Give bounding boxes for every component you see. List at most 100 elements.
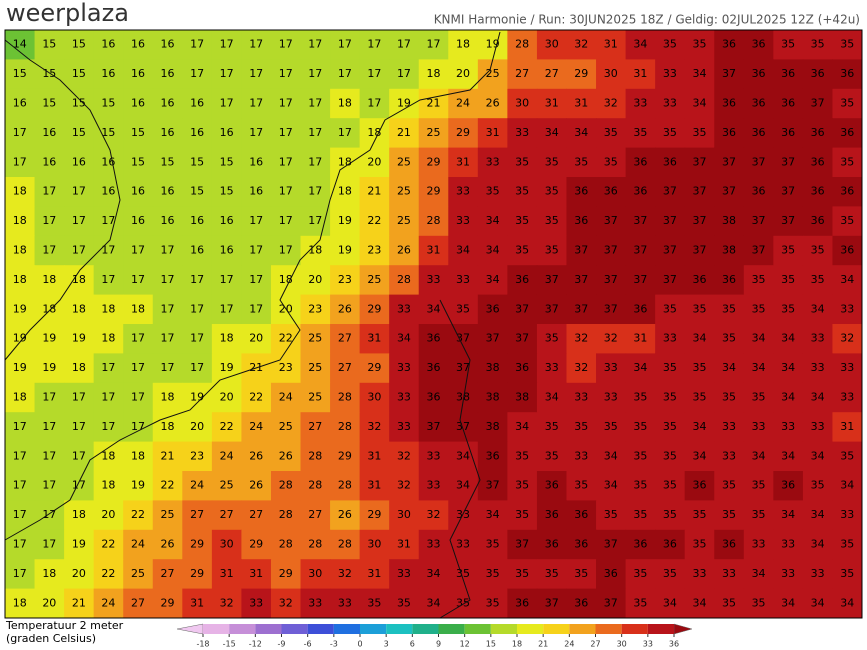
- temp-value: 19: [72, 332, 86, 345]
- temp-value: 34: [515, 420, 529, 433]
- temp-value: 32: [279, 596, 293, 609]
- temp-cell: [802, 559, 833, 590]
- temp-value: 17: [72, 185, 86, 198]
- temp-value: 15: [72, 38, 86, 51]
- temp-cell: [566, 265, 597, 296]
- temp-value: 37: [604, 538, 618, 551]
- legend-label: Temperatuur 2 meter: [5, 619, 124, 632]
- temp-value: 16: [220, 244, 234, 257]
- temp-cell: [389, 441, 420, 472]
- temp-value: 35: [545, 449, 559, 462]
- temp-cell: [300, 88, 331, 119]
- temp-cell: [714, 88, 745, 119]
- temp-cell: [330, 265, 361, 296]
- temp-cell: [596, 147, 627, 178]
- temp-value: 26: [338, 508, 352, 521]
- temp-cell: [625, 206, 656, 237]
- temp-cell: [152, 324, 183, 354]
- temp-cell: [714, 59, 745, 90]
- temp-cell: [300, 59, 331, 90]
- temp-cell: [832, 265, 863, 296]
- temp-value: 35: [722, 332, 736, 345]
- temp-cell: [684, 177, 715, 207]
- temp-cell: [34, 294, 65, 325]
- temp-cell: [182, 265, 213, 296]
- temp-cell: [566, 559, 597, 590]
- temp-cell: [536, 529, 567, 560]
- temp-cell: [152, 235, 183, 266]
- temp-value: 16: [131, 214, 145, 227]
- temp-cell: [418, 294, 449, 325]
- temp-cell: [714, 118, 745, 149]
- temp-value: 37: [515, 302, 529, 315]
- temp-cell: [714, 441, 745, 472]
- temp-value: 25: [367, 273, 381, 286]
- temp-cell: [832, 471, 863, 501]
- temp-value: 34: [692, 449, 706, 462]
- temp-value: 18: [13, 244, 27, 257]
- temp-value: 34: [545, 126, 559, 139]
- temp-cell: [625, 471, 656, 501]
- temp-value: 17: [279, 97, 293, 110]
- temp-cell: [625, 177, 656, 207]
- temp-value: 33: [722, 449, 736, 462]
- temp-value: 33: [692, 567, 706, 580]
- temp-cell: [684, 30, 715, 60]
- temp-value: 36: [840, 126, 854, 139]
- temp-cell: [566, 118, 597, 149]
- temp-value: 15: [101, 97, 115, 110]
- temp-value: 35: [515, 244, 529, 257]
- colorbar-tick-label: 33: [643, 640, 653, 649]
- temp-cell: [330, 88, 361, 119]
- temp-cell: [241, 147, 272, 178]
- logo[interactable]: weerplaza: [6, 0, 129, 27]
- temp-value: 17: [308, 97, 322, 110]
- temp-cell: [182, 471, 213, 501]
- temp-value: 35: [633, 391, 647, 404]
- temp-value: 37: [752, 244, 766, 257]
- temp-cell: [64, 529, 95, 560]
- temp-value: 17: [13, 126, 27, 139]
- temp-value: 22: [101, 567, 115, 580]
- temp-value: 35: [486, 538, 500, 551]
- temp-cell: [743, 529, 774, 560]
- temp-value: 35: [515, 155, 529, 168]
- temp-value: 35: [692, 391, 706, 404]
- temp-value: 36: [574, 185, 588, 198]
- temp-cell: [714, 147, 745, 178]
- temp-cell: [714, 500, 745, 531]
- temp-cell: [507, 559, 538, 590]
- temp-value: 31: [456, 155, 470, 168]
- temp-value: 17: [42, 449, 56, 462]
- temp-cell: [536, 265, 567, 296]
- temp-value: 14: [13, 38, 27, 51]
- temp-cell: [566, 412, 597, 443]
- temp-cell: [714, 206, 745, 237]
- temp-value: 17: [220, 67, 234, 80]
- temp-cell: [566, 471, 597, 501]
- temp-cell: [389, 471, 420, 501]
- temp-cell: [418, 88, 449, 119]
- temp-value: 17: [42, 391, 56, 404]
- temp-value: 17: [308, 185, 322, 198]
- temp-value: 33: [545, 361, 559, 374]
- temp-value: 36: [604, 567, 618, 580]
- temp-cell: [359, 265, 390, 296]
- temp-value: 37: [692, 155, 706, 168]
- temp-cell: [389, 118, 420, 149]
- temp-cell: [773, 441, 804, 472]
- temp-cell: [123, 353, 154, 384]
- temp-value: 27: [308, 508, 322, 521]
- colorbar-segment: [543, 624, 570, 634]
- temp-value: 23: [308, 302, 322, 315]
- temp-cell: [152, 588, 183, 619]
- temp-cell: [448, 412, 479, 443]
- temp-cell: [448, 559, 479, 590]
- temp-value: 19: [220, 361, 234, 374]
- temp-value: 32: [397, 449, 411, 462]
- temp-cell: [34, 500, 65, 531]
- temp-cell: [211, 206, 242, 237]
- temp-value: 37: [456, 420, 470, 433]
- temp-value: 17: [101, 244, 115, 257]
